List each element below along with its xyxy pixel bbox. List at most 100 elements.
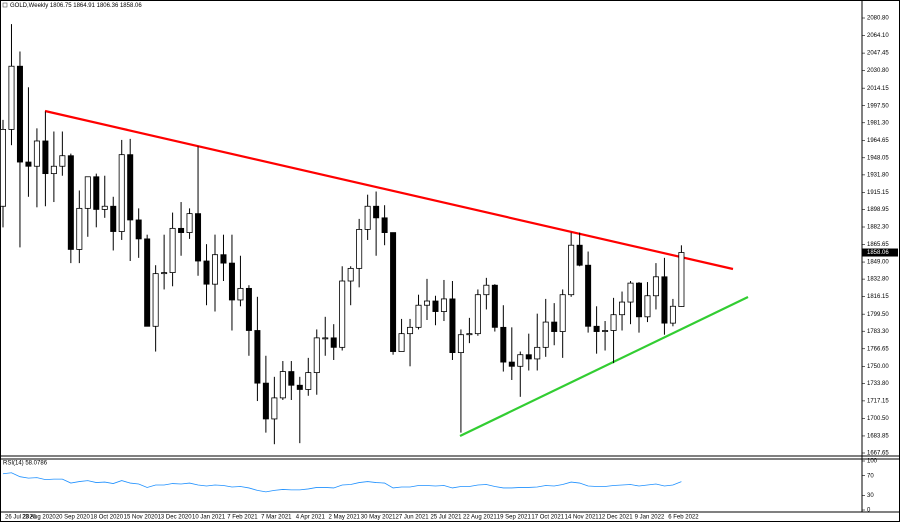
y-tick-label: 2030.80 xyxy=(867,68,889,74)
candle-body xyxy=(110,205,117,232)
candle-body xyxy=(93,176,100,210)
candle-body xyxy=(288,371,295,386)
x-tick-label: 4 Apr 2021 xyxy=(296,515,326,521)
candle-body xyxy=(228,262,235,301)
candle-body xyxy=(84,176,91,209)
y-tick-label: 1717.15 xyxy=(867,398,889,404)
x-tick-label: 10 Jan 2021 xyxy=(192,515,226,521)
price-marker-label: 1858.06 xyxy=(867,250,889,256)
resistance-trendline xyxy=(44,109,734,271)
price-marker xyxy=(862,248,898,257)
candle-body xyxy=(602,330,609,332)
x-tick-label: 7 Feb 2021 xyxy=(227,515,258,521)
y-tick-label: 1981.30 xyxy=(867,120,889,126)
candle-body xyxy=(161,272,168,275)
x-tick-label: 19 Sep 2021 xyxy=(497,515,532,521)
candle-body xyxy=(127,154,134,221)
candle-body xyxy=(279,371,286,399)
y-tick-label: 0 xyxy=(867,508,871,514)
candle-body xyxy=(457,334,464,354)
y-tick-label: 1964.65 xyxy=(867,138,889,144)
x-tick-label: 25 Jul 2021 xyxy=(430,515,462,521)
rsi-line xyxy=(2,472,682,493)
candle-body xyxy=(220,254,227,264)
candle-body xyxy=(347,267,354,282)
y-tick-label: 2080.80 xyxy=(867,16,889,22)
candle-body xyxy=(211,254,218,285)
candle-body xyxy=(364,205,371,230)
candle-body xyxy=(305,372,312,390)
candle-body xyxy=(33,140,40,167)
y-tick-label: 1882.30 xyxy=(867,225,889,231)
candle-body xyxy=(474,294,481,335)
candle-body xyxy=(313,337,320,374)
candle-body xyxy=(644,295,651,318)
candle-body xyxy=(559,294,566,332)
candle-body xyxy=(195,213,202,262)
candle-body xyxy=(593,325,600,332)
candle-body xyxy=(322,337,329,340)
x-tick-label: 7 Mar 2021 xyxy=(261,515,292,521)
candle-body xyxy=(339,280,346,348)
symbol-icon xyxy=(2,2,8,8)
y-tick-label: 1683.85 xyxy=(867,434,889,440)
candle-body xyxy=(25,161,32,167)
y-tick-label: 1832.80 xyxy=(867,277,889,283)
candle-body xyxy=(76,207,83,250)
candle-body xyxy=(330,337,337,348)
candle-body xyxy=(652,276,659,297)
y-tick-label: 1931.80 xyxy=(867,172,889,178)
x-tick-label: 26 Jul 2020 xyxy=(5,515,37,521)
x-tick-label: 2 May 2021 xyxy=(329,515,361,521)
y-tick-label: 1915.15 xyxy=(867,190,889,196)
y-tick-label: 70 xyxy=(867,473,874,479)
candle-body xyxy=(296,384,303,390)
candle-body xyxy=(398,333,405,352)
x-tick-label: 22 Aug 2021 xyxy=(463,515,497,521)
candle-body xyxy=(407,326,414,335)
candle-body xyxy=(517,354,524,367)
candle-body xyxy=(576,244,583,266)
x-tick-label: 23 Aug 2020 xyxy=(22,515,56,521)
candle-body xyxy=(203,260,210,285)
candle-body xyxy=(118,154,125,232)
candle-body xyxy=(483,284,490,296)
y-tick-label: 1766.65 xyxy=(867,346,889,352)
candle-body xyxy=(237,287,244,301)
y-tick-label: 2047.45 xyxy=(867,51,889,57)
candle-body xyxy=(610,314,617,331)
candle-body xyxy=(144,238,151,327)
x-tick-label: 17 Oct 2021 xyxy=(531,515,564,521)
x-tick-label: 13 Dec 2020 xyxy=(158,515,193,521)
y-tick-label: 1799.50 xyxy=(867,312,889,318)
x-tick-label: 6 Feb 2022 xyxy=(668,515,699,521)
candle-body xyxy=(466,333,473,336)
x-tick-label: 20 Sep 2020 xyxy=(56,515,91,521)
candle-body xyxy=(0,128,6,207)
candle-body xyxy=(16,65,23,163)
x-tick-label: 27 Jun 2021 xyxy=(396,515,430,521)
y-tick-label: 1997.50 xyxy=(867,103,889,109)
candle-body xyxy=(669,305,676,324)
chart-title: GOLD,Weekly 1806.75 1864.91 1806.36 1858… xyxy=(10,3,142,9)
candle-body xyxy=(551,321,558,332)
candle-body xyxy=(440,298,447,312)
candle-body xyxy=(542,321,549,348)
candle-body xyxy=(262,382,269,420)
y-tick-label: 1667.65 xyxy=(867,451,889,457)
support-trendline xyxy=(459,296,749,437)
candle-body xyxy=(50,165,57,175)
y-tick-label: 1783.30 xyxy=(867,329,889,335)
candle-body xyxy=(169,227,176,273)
x-tick-label: 15 Nov 2020 xyxy=(124,515,159,521)
candle-body xyxy=(491,284,498,328)
candle-body xyxy=(271,397,278,420)
candle-body xyxy=(152,273,159,327)
y-tick-label: 1849.00 xyxy=(867,260,889,266)
x-tick-label: 9 Jan 2022 xyxy=(635,515,665,521)
y-tick-label: 1865.65 xyxy=(867,242,889,248)
candle-body xyxy=(178,227,185,233)
candle-body xyxy=(390,232,397,352)
